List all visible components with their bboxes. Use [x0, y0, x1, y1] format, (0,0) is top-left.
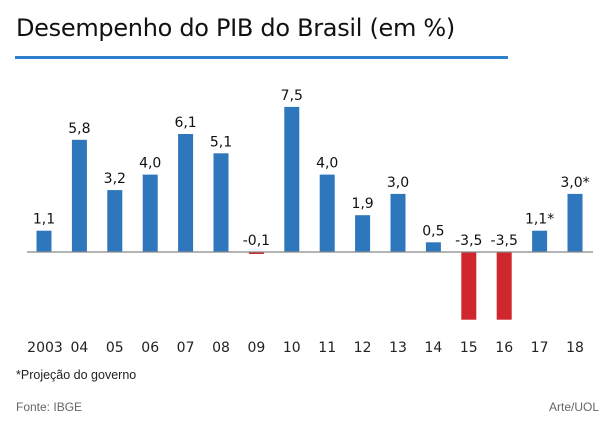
x-tick-label-10: 10 [283, 340, 301, 356]
data-label-05: 3,2 [104, 171, 126, 187]
x-tick-label-12: 12 [354, 340, 372, 356]
bar-10 [284, 106, 300, 253]
x-tick-labels-layer: 2003 04 05 06 07 08 09 10 11 12 13 14 15 16 17 18 [27, 340, 584, 356]
x-tick-label-14: 14 [424, 340, 442, 356]
data-label-18: 3,0* [560, 175, 589, 191]
bar-13 [390, 193, 406, 252]
data-label-12: 1,9 [351, 196, 373, 212]
bar-12 [355, 215, 371, 252]
bar-11 [319, 174, 335, 252]
data-label-09: -0,1 [243, 233, 270, 249]
x-tick-label-07: 07 [177, 340, 195, 356]
bar-2003 [36, 230, 52, 252]
x-tick-label-13: 13 [389, 340, 407, 356]
x-tick-label-2003: 2003 [27, 340, 63, 356]
data-label-04: 5,8 [68, 121, 90, 137]
bar-17 [532, 230, 548, 252]
x-tick-label-04: 04 [70, 340, 88, 356]
x-tick-label-16: 16 [495, 340, 513, 356]
source-credit: Fonte: IBGE [16, 400, 83, 414]
bar-08 [213, 153, 229, 252]
data-label-07: 6,1 [174, 115, 196, 131]
bar-05 [107, 190, 123, 252]
data-labels-layer: 1,1 5,8 3,2 4,0 6,1 5,1 -0,1 7,5 4,0 1,9 3,0 0,5 -3,… [33, 88, 590, 249]
footnote: *Projeção do governo [16, 368, 137, 382]
bar-16 [496, 252, 512, 320]
data-label-2003: 1,1 [33, 212, 55, 228]
x-tick-label-15: 15 [460, 340, 478, 356]
bar-06 [142, 174, 158, 252]
x-tick-label-06: 06 [141, 340, 159, 356]
data-label-15: -3,5 [455, 233, 482, 249]
x-tick-label-11: 11 [318, 340, 336, 356]
data-label-16: -3,5 [491, 233, 518, 249]
bar-07 [178, 134, 194, 252]
data-label-06: 4,0 [139, 156, 161, 172]
bar-15 [461, 252, 477, 320]
bars-layer [36, 106, 583, 320]
x-tick-label-08: 08 [212, 340, 230, 356]
title-underline [15, 56, 508, 59]
x-tick-label-18: 18 [566, 340, 584, 356]
bar-04 [71, 139, 87, 252]
x-tick-label-09: 09 [247, 340, 265, 356]
art-credit: Arte/UOL [548, 400, 599, 414]
x-tick-label-05: 05 [106, 340, 124, 356]
data-label-14: 0,5 [422, 223, 444, 239]
chart-title: Desempenho do PIB do Brasil (em %) [16, 14, 455, 42]
bar-18 [567, 193, 583, 252]
data-label-10: 7,5 [281, 88, 303, 104]
bar-14 [425, 242, 441, 252]
data-label-11: 4,0 [316, 156, 338, 172]
data-label-13: 3,0 [387, 175, 409, 191]
x-tick-label-17: 17 [531, 340, 549, 356]
data-label-08: 5,1 [210, 134, 232, 150]
bar-09 [248, 252, 264, 254]
data-label-17: 1,1* [525, 212, 554, 228]
